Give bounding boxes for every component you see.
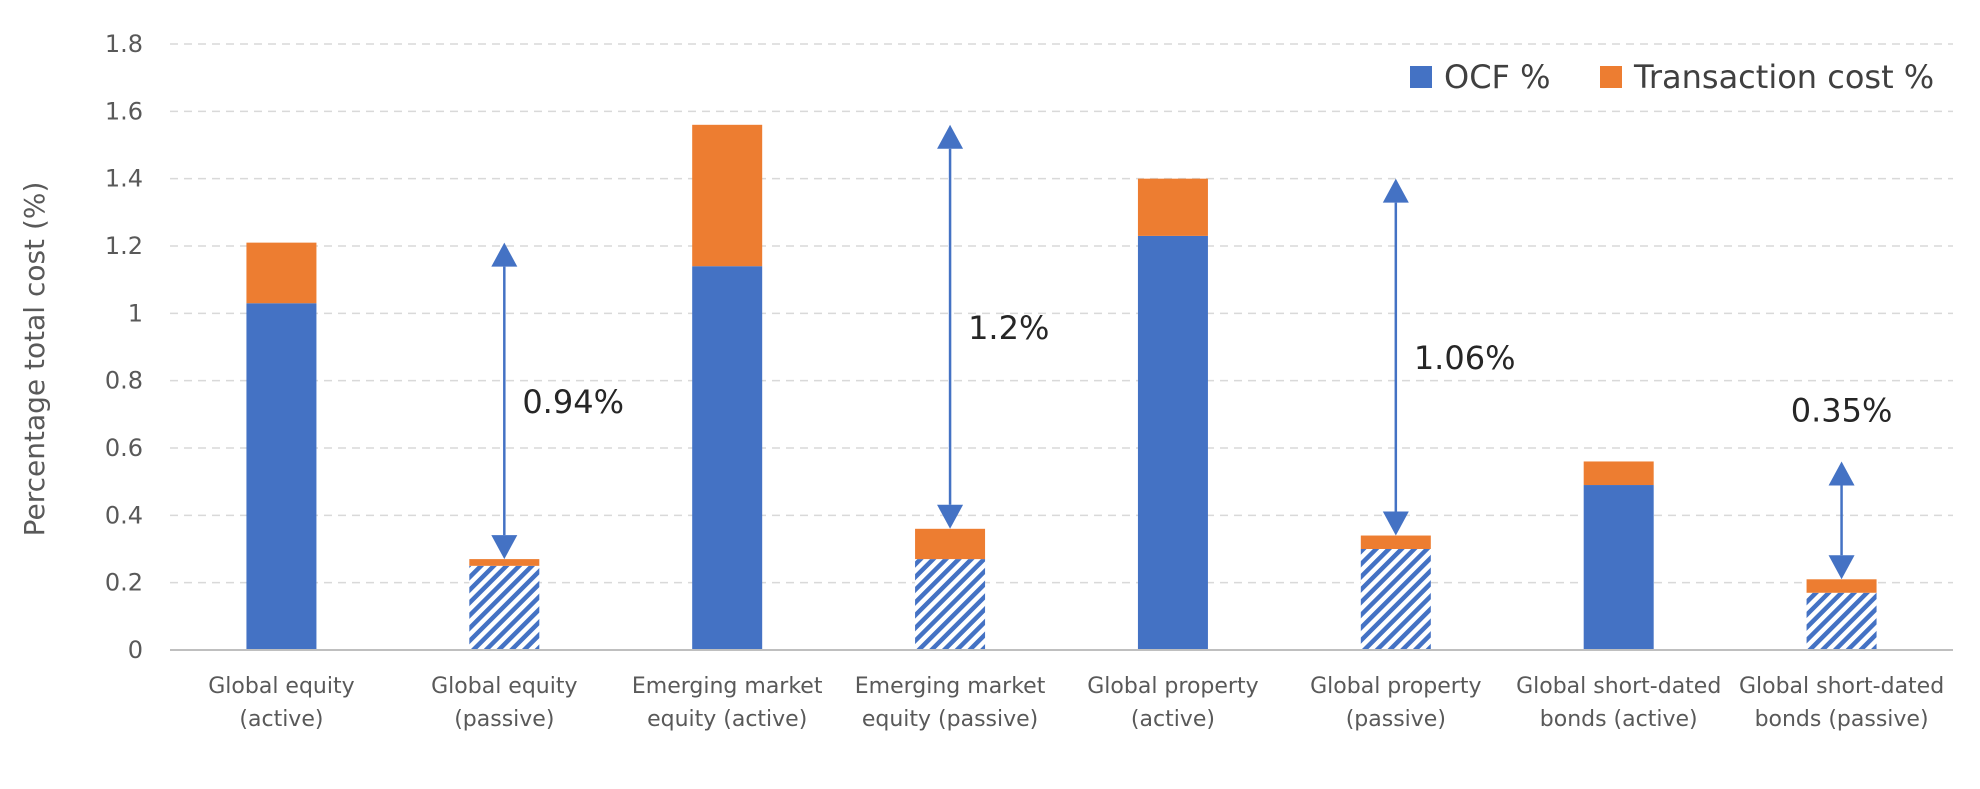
x-tick-label: Global property (1310, 674, 1481, 699)
ocf-bar (1137, 235, 1208, 650)
difference-label: 0.94% (522, 383, 624, 421)
transaction-cost-bar (246, 242, 317, 304)
y-tick-label: 0.6 (105, 434, 143, 462)
ocf-bar (1806, 592, 1877, 650)
legend-swatch (1600, 66, 1622, 88)
arrow-head-down (1828, 555, 1855, 580)
arrow-head-up (937, 124, 964, 149)
x-tick-label: Emerging market (632, 674, 823, 699)
legend-label: Transaction cost % (1633, 58, 1934, 96)
transaction-cost-bar (469, 559, 540, 566)
transaction-cost-bar (1137, 178, 1208, 236)
x-tick-label: bonds (passive) (1755, 707, 1929, 732)
difference-label: 1.06% (1414, 339, 1516, 377)
y-tick-label: 0 (128, 636, 143, 664)
transaction-cost-bar (915, 528, 986, 560)
transaction-cost-bar (1360, 535, 1431, 549)
x-tick-label: equity (active) (647, 707, 807, 732)
transaction-cost-bar (1583, 461, 1654, 486)
y-tick-label: 0.8 (105, 367, 143, 395)
x-tick-label: Global equity (208, 674, 354, 699)
bars (246, 124, 1877, 650)
x-tick-label: (passive) (454, 707, 554, 732)
ocf-bar (1583, 485, 1654, 650)
arrow-head-down (937, 504, 964, 529)
transaction-cost-bar (1806, 579, 1877, 593)
legend-label: OCF % (1444, 58, 1551, 96)
y-tick-label: 1.6 (105, 97, 143, 125)
y-tick-label: 0.2 (105, 569, 143, 597)
y-tick-label: 1.4 (105, 165, 143, 193)
arrow-head-up (491, 242, 518, 267)
x-tick-label: (active) (1131, 707, 1215, 732)
ocf-bar (1360, 549, 1431, 650)
y-tick-label: 0.4 (105, 501, 143, 529)
x-tick-label: (active) (239, 707, 323, 732)
arrow-head-down (1382, 511, 1409, 536)
ocf-bar (469, 565, 540, 650)
x-tick-label: Global short-dated (1516, 674, 1721, 699)
ocf-bar (692, 266, 763, 650)
x-tick-label: Emerging market (855, 674, 1046, 699)
x-tick-label: Global short-dated (1739, 674, 1944, 699)
y-tick-label: 1.2 (105, 232, 143, 260)
difference-label: 0.35% (1791, 391, 1893, 429)
x-tick-label: equity (passive) (862, 707, 1038, 732)
y-axis-title: Percentage total cost (%) (18, 182, 51, 537)
y-tick-label: 1.8 (105, 30, 143, 58)
legend: OCF % Transaction cost % (1410, 58, 1934, 96)
difference-label: 1.2% (968, 309, 1049, 347)
x-tick-label: bonds (active) (1540, 707, 1698, 732)
annotations: 0.94% 1.2% 1.06% 0.35% (491, 124, 1893, 580)
x-tick-label: (passive) (1346, 707, 1446, 732)
y-tick-label: 1 (128, 299, 143, 327)
ocf-bar (246, 303, 317, 650)
ocf-bar (915, 559, 986, 650)
x-tick-label: Global equity (431, 674, 577, 699)
arrow-head-down (491, 535, 518, 560)
gridlines (170, 43, 1953, 584)
transaction-cost-bar (692, 124, 763, 267)
legend-swatch (1410, 66, 1432, 88)
arrow-head-up (1382, 178, 1409, 203)
x-tick-label: Global property (1087, 674, 1258, 699)
axes: 0 0.2 0.4 0.6 0.8 1 1.2 1.4 1.6 1.8 Global equity (… (105, 30, 1953, 732)
arrow-head-up (1828, 461, 1855, 486)
